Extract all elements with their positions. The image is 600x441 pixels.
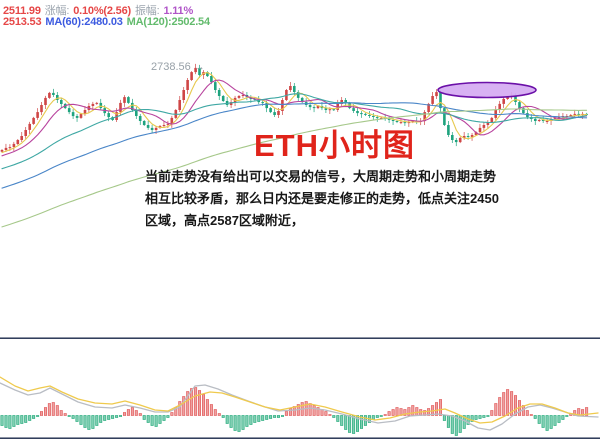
amplitude-value: 1.11% — [163, 5, 194, 17]
ma60-legend[interactable]: MA(60):2480.03 — [45, 16, 123, 28]
panel-separators — [0, 337, 600, 439]
analysis-note: 当前走势没有给出可以交易的信号，大周期走势和小周期走势 相互比较矛盾，那么日内还… — [145, 166, 499, 232]
peak-price-label: 2738.56 → — [151, 61, 205, 73]
avg-price: 2513.53 — [3, 16, 42, 28]
note-line-3: 区域，高点2587区域附近， — [145, 213, 304, 228]
macd-histogram-layer — [0, 387, 589, 436]
amplitude-label: 振幅: — [134, 5, 160, 17]
ma-lines-layer — [1, 72, 588, 228]
macd-lines-layer — [0, 376, 599, 431]
last-price: 2511.99 — [3, 5, 41, 17]
ma120-legend[interactable]: MA(120):2502.54 — [126, 16, 210, 28]
chart-title: ETH小时图 — [254, 128, 415, 163]
highlight-ellipse-annotation — [437, 81, 537, 99]
price-header-row1: 2511.99 涨幅: 0.10%(2.56) 振幅: 1.11% — [3, 2, 197, 18]
change-value: 0.10%(2.56) — [73, 5, 131, 17]
change-label: 涨幅: — [44, 5, 70, 17]
note-line-2: 相互比较矛盾，那么日内还是要走修正的走势，低点关注2450 — [145, 191, 499, 206]
price-header-row2: 2513.53 MA(60):2480.03 MA(120):2502.54 — [3, 16, 214, 28]
note-line-1: 当前走势没有给出可以交易的信号，大周期走势和小周期走势 — [145, 169, 497, 184]
